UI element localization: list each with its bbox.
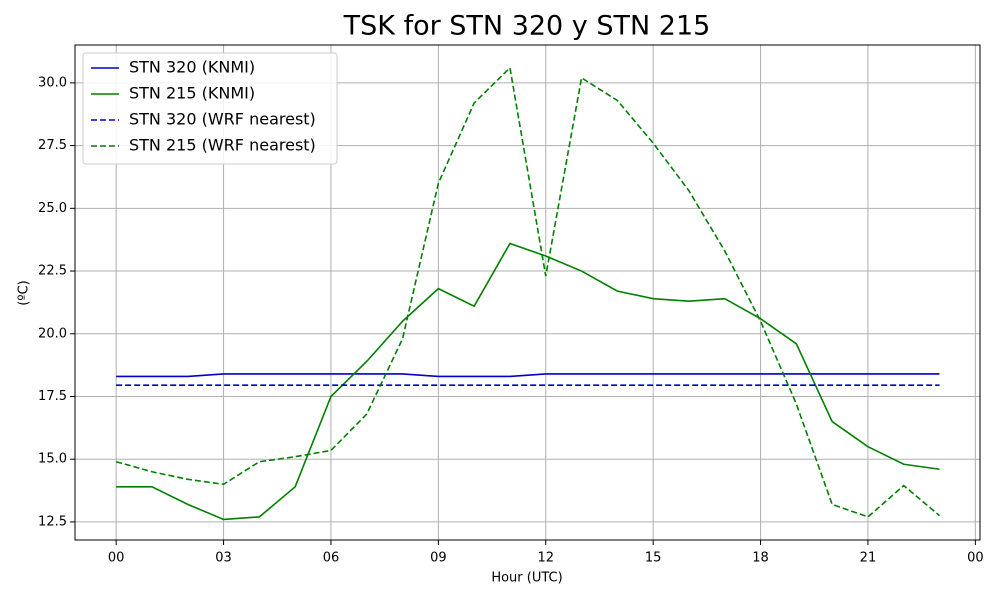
- x-tick-label: 06: [323, 551, 340, 566]
- x-tick-label: 00: [108, 551, 125, 566]
- y-tick-label: 12.5: [38, 514, 67, 529]
- x-tick-label: 03: [215, 551, 232, 566]
- y-axis-label: (ºC): [17, 280, 32, 305]
- y-tick-label: 20.0: [38, 326, 67, 341]
- legend-label: STN 215 (KNMI): [129, 84, 255, 103]
- y-tick-label: 30.0: [38, 75, 67, 90]
- y-tick-label: 22.5: [38, 264, 67, 279]
- legend-box: [82, 52, 338, 165]
- y-tick-label: 25.0: [38, 201, 67, 216]
- chart-title: TSK for STN 320 y STN 215: [343, 11, 711, 42]
- x-tick-label: 12: [537, 551, 554, 566]
- x-tick-label: 18: [752, 551, 769, 566]
- line-series: [116, 242, 940, 521]
- legend-label: STN 215 (WRF nearest): [129, 136, 316, 155]
- legend-label: STN 320 (WRF nearest): [129, 110, 316, 129]
- x-tick-label: 09: [430, 551, 447, 566]
- x-tick-label: 00: [967, 551, 984, 566]
- y-tick-label: 15.0: [38, 452, 67, 467]
- legend: STN 320 (KNMI) STN 215 (KNMI) STN 320 (WRF…: [82, 52, 338, 165]
- legend-label: STN 320 (KNMI): [129, 58, 255, 77]
- x-tick-label: 15: [645, 551, 662, 566]
- y-tick-label: 17.5: [38, 389, 67, 404]
- line-series: [116, 373, 940, 378]
- y-tick-label: 27.5: [38, 138, 67, 153]
- x-tick-label: 21: [860, 551, 877, 566]
- line-series: [115, 66, 941, 518]
- plot-frame: [74, 44, 981, 541]
- x-axis-label: Hour (UTC): [491, 571, 562, 586]
